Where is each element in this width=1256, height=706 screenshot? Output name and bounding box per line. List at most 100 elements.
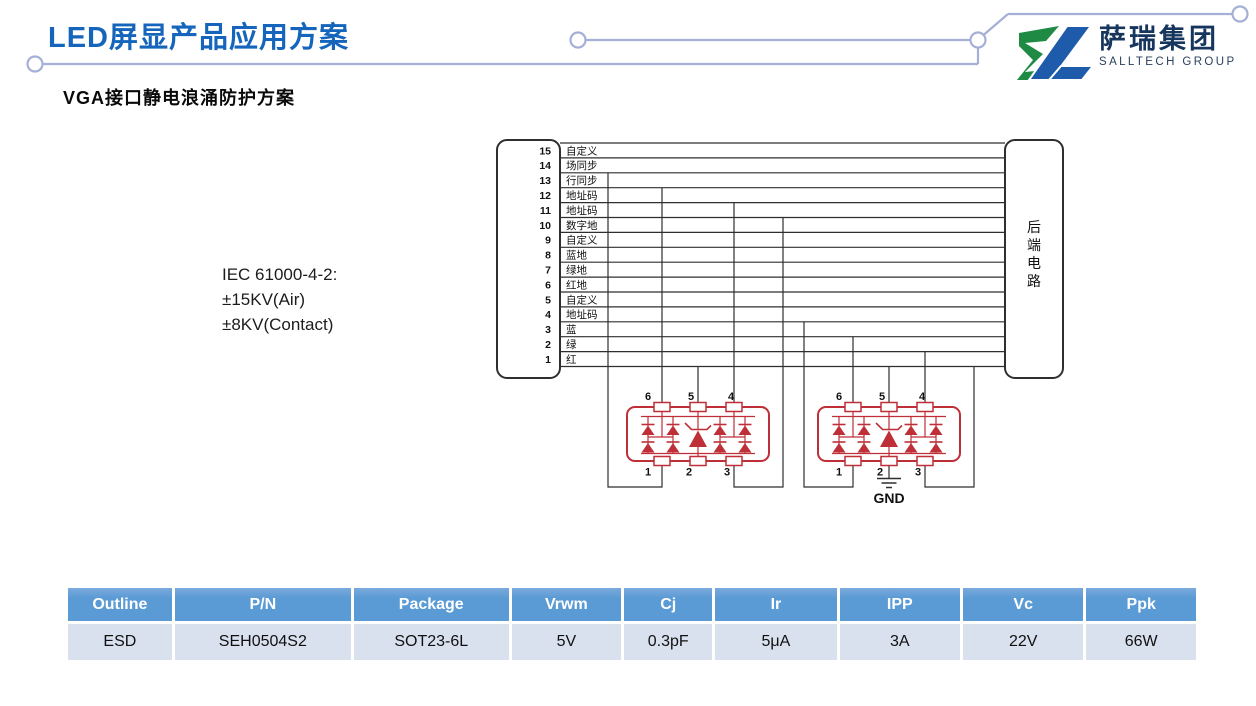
pin-signal-label: 自定义 (566, 234, 598, 247)
backend-label-char: 端 (1027, 237, 1041, 253)
chip-pin-number: 1 (645, 467, 651, 479)
header-cell-vrwm: Vrwm (511, 588, 622, 621)
pin-number: 11 (540, 205, 551, 217)
chip-pin-pad (725, 401, 743, 413)
steering-diode (929, 443, 943, 453)
steering-diode (641, 425, 655, 435)
steering-diode (738, 443, 752, 453)
pin-number: 8 (545, 250, 551, 262)
steering-diode (666, 443, 680, 453)
backend-label-char: 路 (1027, 273, 1041, 289)
steering-diode (857, 425, 871, 435)
pin-signal-label: 场同步 (566, 159, 598, 172)
pin-signal-label: 蓝 (566, 324, 577, 336)
signal-wire-routing (607, 173, 975, 488)
spec-table: Outline P/N Package Vrwm Cj Ir IPP Vc Ppk ESD SEH0… (68, 588, 1196, 660)
logo-green-shape (1017, 26, 1059, 80)
pin-number: 6 (545, 279, 551, 291)
esd-protection-chips: 6 5 4 1 2 3 6 5 4 1 2 3 (626, 391, 961, 479)
esd-chip: 6 5 4 1 2 3 (817, 391, 961, 479)
header-cell-package: Package (353, 588, 509, 621)
chip-pin-pad (653, 401, 671, 413)
pin-number: 7 (545, 265, 551, 277)
pin-signal-label: 行同步 (566, 174, 598, 187)
pin-signal-label: 红地 (566, 278, 587, 291)
data-cell: ESD (68, 624, 172, 660)
pin-number: 5 (545, 294, 551, 306)
chip-internal-wiring (641, 411, 755, 457)
steering-diode (904, 425, 918, 435)
header-cell-ipp: IPP (839, 588, 960, 621)
steering-diode (857, 443, 871, 453)
tvs-diode (880, 430, 898, 447)
chip-pin-number: 2 (877, 467, 883, 479)
chip-pin-pad (916, 455, 934, 467)
pin-number: 15 (539, 145, 551, 157)
chip-pin-pad (689, 401, 707, 413)
pin-number: 12 (539, 190, 551, 202)
chip-pin-pad (844, 401, 862, 413)
chip-pin-number: 6 (645, 391, 651, 403)
chip-pin-number: 3 (724, 467, 730, 479)
pin-number: 10 (539, 220, 551, 232)
chip-pin-pad (689, 455, 707, 467)
header-cell-ppk: Ppk (1086, 588, 1196, 621)
pin-signal-label: 地址码 (566, 204, 598, 217)
header-cell-ir: Ir (715, 588, 837, 621)
pin-number: 2 (545, 339, 551, 351)
data-cell: 22V (963, 624, 1084, 660)
vga-connector-body (496, 139, 561, 379)
salltech-logo-mark (1017, 25, 1095, 81)
steering-diode (929, 425, 943, 435)
header-cell-p-n: P/N (174, 588, 351, 621)
data-cell: SEH0504S2 (174, 624, 351, 660)
steering-diode (904, 443, 918, 453)
pin-number: 13 (539, 175, 551, 187)
zener-cathode-bar (875, 422, 903, 431)
data-cell: 0.3pF (624, 624, 713, 660)
chip-pin-number: 1 (836, 467, 842, 479)
spec-table-header-row: Outline P/N Package Vrwm Cj Ir IPP Vc Ppk (68, 588, 1196, 621)
chip-pin-number: 5 (879, 391, 885, 403)
pin-signal-label: 地址码 (566, 308, 598, 321)
backend-circuit-box (1004, 139, 1064, 379)
pin-signal-label: 绿 (566, 338, 577, 351)
logo-blue-foot (1046, 65, 1095, 81)
logo-company-cn: 萨瑞集团 (1099, 24, 1219, 54)
data-cell: SOT23-6L (353, 624, 509, 660)
chip-pin-number: 5 (688, 391, 694, 403)
chip-pin-number: 4 (728, 391, 735, 403)
header-cell-vc: Vc (963, 588, 1084, 621)
chip-pin-number: 2 (686, 467, 692, 479)
chip-pin-number: 3 (915, 467, 921, 479)
data-cell: 5V (511, 624, 622, 660)
steering-diode (641, 443, 655, 453)
steering-diode (666, 425, 680, 435)
spec-table-data-row: ESD SEH0504S2 SOT23-6L 5V 0.3pF 5μA 3A 22V 66W (68, 624, 1196, 660)
pin-signal-label: 自定义 (566, 293, 598, 306)
pin-number: 14 (539, 160, 551, 172)
pin-signal-label: 蓝地 (566, 249, 587, 262)
steering-diode (832, 443, 846, 453)
iec-note-line: ±15KV(Air) (222, 290, 306, 309)
pin-number: 9 (545, 235, 551, 247)
chip-pin-pad (653, 455, 671, 467)
pin-signal-label: 地址码 (566, 189, 598, 202)
pin-signal-label: 自定义 (566, 144, 598, 157)
page-title: LED屏显产品应用方案 (48, 22, 350, 54)
zener-cathode-bar (684, 422, 712, 431)
section-subtitle: VGA接口静电浪涌防护方案 (63, 88, 296, 108)
chip-pin-pad (725, 455, 743, 467)
gnd-label: GND (873, 490, 904, 506)
pin-number: 4 (545, 309, 551, 321)
backend-label-char: 电 (1027, 255, 1041, 271)
chip-internal-wiring (832, 411, 946, 457)
data-cell: 66W (1086, 624, 1196, 660)
chip-pin-pad (916, 401, 934, 413)
pin-signal-label: 红 (566, 353, 577, 366)
chip-pin-number: 4 (919, 391, 926, 403)
